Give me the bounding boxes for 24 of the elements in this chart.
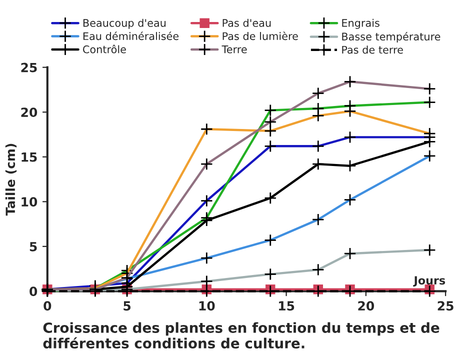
x-tick-label: 5 — [124, 301, 131, 311]
legend-label: Pas de lumière — [222, 32, 298, 40]
x-axis-title: Jours — [413, 276, 446, 287]
x-tick-label: 20 — [358, 301, 374, 311]
legend-label: Basse température — [342, 32, 440, 43]
y-tick-label: 0 — [30, 286, 38, 296]
x-tick-label: 10 — [199, 301, 215, 311]
x-tick-label: 25 — [438, 301, 454, 311]
legend-label: Contrôle — [83, 44, 126, 54]
x-tick-label: 15 — [279, 301, 294, 311]
y-tick-label: 5 — [30, 242, 37, 252]
y-axis-title: Taille (cm) — [5, 144, 17, 216]
legend-label: Eau déminéralisée — [83, 32, 179, 40]
y-tick-label: 15 — [22, 152, 37, 162]
y-tick-label: 25 — [21, 62, 37, 72]
y-tick-label: 20 — [21, 108, 38, 118]
y-tick-label: 10 — [22, 197, 38, 207]
text: Croissance des plantes en fonction du temps et de différentes conditions de culture. — [43, 322, 440, 349]
legend-label: Terre — [222, 46, 247, 54]
legend-label: Pas de terre — [342, 46, 403, 54]
x-tick-label: 0 — [44, 301, 52, 311]
legend-label: Beaucoup d'eau — [83, 18, 166, 29]
legend-label: Engrais — [342, 18, 380, 29]
legend-label: Pas d'eau — [222, 18, 271, 27]
